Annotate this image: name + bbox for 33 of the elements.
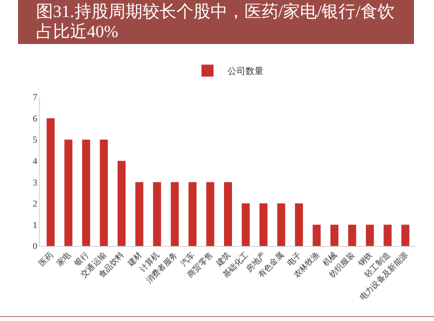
bar (401, 224, 410, 246)
bar (277, 203, 286, 246)
bar (153, 182, 162, 246)
legend-label: 公司数量 (228, 66, 264, 76)
bar (259, 203, 268, 246)
y-tick-label: 7 (32, 92, 38, 102)
y-tick-label: 2 (32, 198, 38, 209)
bar (188, 182, 197, 246)
bar (224, 182, 232, 246)
y-tick-label: 0 (32, 241, 38, 252)
bar (312, 224, 321, 246)
y-tick-label: 4 (32, 156, 38, 166)
bar (366, 224, 374, 246)
y-tick-label: 1 (32, 220, 38, 230)
x-tick-label: 医药 (37, 250, 55, 268)
y-tick-label: 6 (32, 113, 38, 124)
bar (294, 203, 303, 246)
x-tick-label: 家电 (54, 250, 73, 268)
bar (206, 182, 214, 246)
bar (100, 140, 108, 246)
bar (82, 140, 90, 246)
bar (170, 182, 179, 246)
bar (242, 203, 250, 246)
bar (64, 140, 72, 246)
bar (348, 224, 356, 246)
y-tick-label: 5 (32, 134, 38, 145)
bar (384, 224, 392, 246)
bar (46, 118, 55, 246)
bar (330, 224, 338, 246)
chart-title: 图31.持股周期较长个股中，医药/家电/银行/食饮占比近40% (18, 0, 414, 44)
y-tick-label: 3 (32, 177, 38, 188)
bar (135, 182, 144, 246)
bar (118, 160, 126, 246)
